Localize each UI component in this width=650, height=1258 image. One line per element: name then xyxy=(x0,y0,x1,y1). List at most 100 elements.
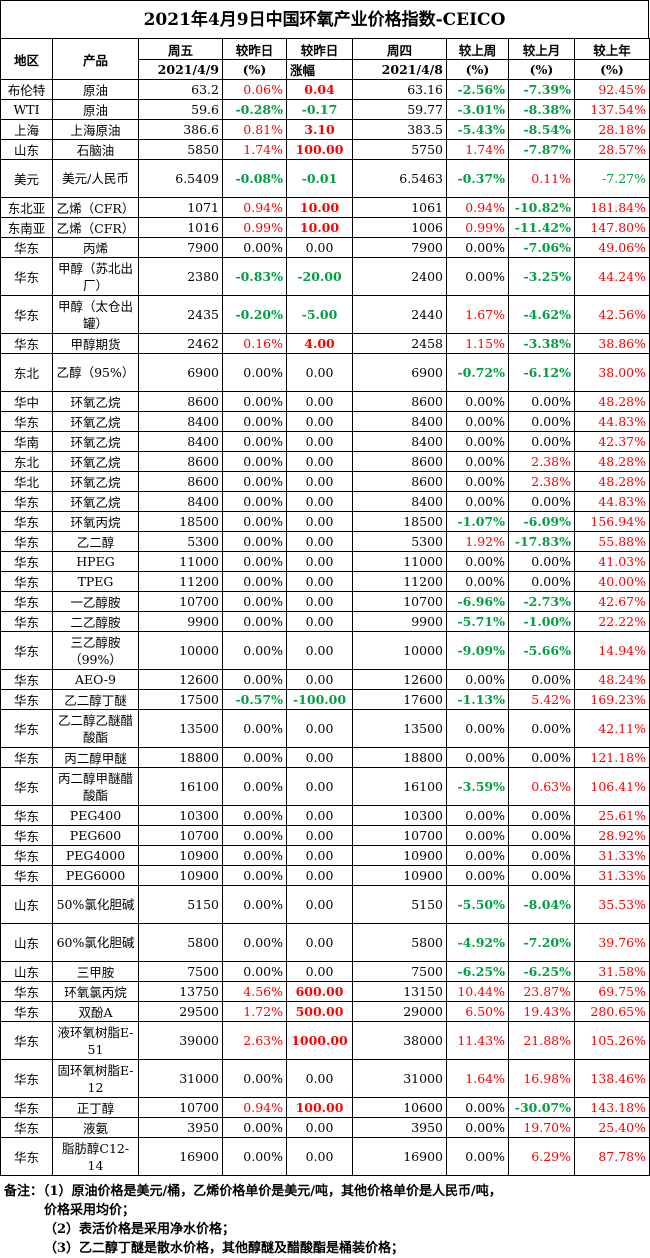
row-thu-price: 2440 xyxy=(352,295,447,334)
header-dod-abs-sub: 涨幅 xyxy=(286,59,353,80)
row-mom-pct: 0.00% xyxy=(508,551,575,572)
row-product: 石脑油 xyxy=(52,139,139,160)
row-yoy-pct: 42.67% xyxy=(574,591,650,612)
row-dod-abs: 0.00 xyxy=(286,961,353,982)
table-row: 华东 正丁醇 10700 0.94% 100.00 10600 0.00% -30.07% 14… xyxy=(0,1097,650,1118)
row-yoy-pct: 181.84% xyxy=(574,197,650,218)
row-yoy-pct: 105.26% xyxy=(574,1021,650,1060)
row-dod-abs: 0.00 xyxy=(286,865,353,886)
row-dod-abs: 100.00 xyxy=(286,1097,353,1118)
table-row: 华东 HPEG 11000 0.00% 0.00 11000 0.00% 0.00% 41.03… xyxy=(0,551,650,572)
row-mom-pct: -2.73% xyxy=(508,591,575,612)
table-row: 华东 乙二醇 5300 0.00% 0.00 5300 1.92% -17.83% 55.88% xyxy=(0,531,650,552)
row-fri-price: 10000 xyxy=(138,631,223,670)
row-product: HPEG xyxy=(52,551,139,572)
row-dod-abs: 0.04 xyxy=(286,79,353,100)
row-mom-pct: 0.00% xyxy=(508,805,575,826)
row-dod-abs: 0.00 xyxy=(286,845,353,866)
row-yoy-pct: 38.86% xyxy=(574,333,650,354)
row-product: 一乙醇胺 xyxy=(52,591,139,612)
row-yoy-pct: 44.24% xyxy=(574,257,650,296)
row-wow-pct: 0.00% xyxy=(446,451,509,472)
row-fri-price: 8400 xyxy=(138,491,223,512)
row-dod-pct: 0.00% xyxy=(222,767,287,806)
table-row: 山东 石脑油 5850 1.74% 100.00 5750 1.74% -7.87% 28.57… xyxy=(0,139,650,160)
row-region: 华东 xyxy=(0,709,53,748)
row-thu-price: 1061 xyxy=(352,197,447,218)
row-yoy-pct: 137.54% xyxy=(574,99,650,120)
row-product: PEG4000 xyxy=(52,845,139,866)
header-mom-unit: (%) xyxy=(508,59,575,80)
row-region: 华东 xyxy=(0,1137,53,1176)
row-yoy-pct: 69.75% xyxy=(574,981,650,1002)
table-row: 华东 乙二醇丁醚 17500 -0.57% -100.00 17600 -1.13% 5.42… xyxy=(0,689,650,710)
table-row: 华东 环氧乙烷 8400 0.00% 0.00 8400 0.00% 0.00% 44.83% xyxy=(0,411,650,432)
row-region: 东北亚 xyxy=(0,197,53,218)
row-region: 华东 xyxy=(0,571,53,592)
row-thu-price: 10600 xyxy=(352,1097,447,1118)
row-product: 环氧丙烷 xyxy=(52,511,139,532)
row-yoy-pct: 28.57% xyxy=(574,139,650,160)
row-product: 上海原油 xyxy=(52,119,139,140)
row-dod-pct: 0.00% xyxy=(222,709,287,748)
row-yoy-pct: 42.11% xyxy=(574,709,650,748)
row-mom-pct: -8.54% xyxy=(508,119,575,140)
row-dod-pct: 0.00% xyxy=(222,631,287,670)
row-region: 华东 xyxy=(0,825,53,846)
row-mom-pct: 2.38% xyxy=(508,471,575,492)
row-fri-price: 3950 xyxy=(138,1117,223,1138)
row-yoy-pct: 40.00% xyxy=(574,571,650,592)
row-dod-pct: 0.06% xyxy=(222,79,287,100)
row-mom-pct: 21.88% xyxy=(508,1021,575,1060)
row-fri-price: 11000 xyxy=(138,551,223,572)
row-region: 华东 xyxy=(0,689,53,710)
row-thu-price: 16100 xyxy=(352,767,447,806)
row-dod-abs: 0.00 xyxy=(286,1137,353,1176)
table-row: 东北 乙醇（95%） 6900 0.00% 0.00 6900 -0.72% -6.12% 38… xyxy=(0,353,650,392)
row-wow-pct: 0.00% xyxy=(446,1137,509,1176)
row-fri-price: 10700 xyxy=(138,591,223,612)
row-thu-price: 63.16 xyxy=(352,79,447,100)
row-region: 华东 xyxy=(0,531,53,552)
row-fri-price: 39000 xyxy=(138,1021,223,1060)
row-dod-pct: 0.00% xyxy=(222,845,287,866)
row-yoy-pct: 143.18% xyxy=(574,1097,650,1118)
row-mom-pct: 0.00% xyxy=(508,747,575,768)
row-dod-pct: 0.00% xyxy=(222,451,287,472)
row-fri-price: 29500 xyxy=(138,1001,223,1022)
row-fri-price: 10900 xyxy=(138,845,223,866)
row-product: 美元/人民币 xyxy=(52,159,139,198)
row-mom-pct: -3.38% xyxy=(508,333,575,354)
row-dod-abs: 3.10 xyxy=(286,119,353,140)
row-mom-pct: 0.00% xyxy=(508,825,575,846)
row-dod-abs: 0.00 xyxy=(286,511,353,532)
row-product: 甲醇（太仓出罐） xyxy=(52,295,139,334)
row-mom-pct: 0.00% xyxy=(508,491,575,512)
row-mom-pct: -5.66% xyxy=(508,631,575,670)
row-product: 液环氧树脂E-51 xyxy=(52,1021,139,1060)
row-thu-price: 17600 xyxy=(352,689,447,710)
row-thu-price: 13150 xyxy=(352,981,447,1002)
row-wow-pct: -4.92% xyxy=(446,923,509,962)
header-mom: 较上月 xyxy=(508,38,575,60)
row-dod-pct: 4.56% xyxy=(222,981,287,1002)
row-dod-abs: 10.00 xyxy=(286,197,353,218)
row-dod-pct: 0.00% xyxy=(222,531,287,552)
row-thu-price: 10900 xyxy=(352,845,447,866)
row-product: 环氧乙烷 xyxy=(52,471,139,492)
note-2: （2）表活价格是采用净水价格； xyxy=(44,1222,236,1237)
row-mom-pct: 0.63% xyxy=(508,767,575,806)
row-wow-pct: 0.94% xyxy=(446,197,509,218)
row-dod-abs: -0.17 xyxy=(286,99,353,120)
row-thu-price: 383.5 xyxy=(352,119,447,140)
row-dod-pct: 1.74% xyxy=(222,139,287,160)
row-region: 山东 xyxy=(0,961,53,982)
row-product: PEG400 xyxy=(52,805,139,826)
row-dod-pct: 2.63% xyxy=(222,1021,287,1060)
row-yoy-pct: 147.80% xyxy=(574,217,650,238)
row-thu-price: 7500 xyxy=(352,961,447,982)
row-thu-price: 16900 xyxy=(352,1137,447,1176)
header-dod-abs: 较昨日 xyxy=(286,38,353,60)
row-wow-pct: -5.50% xyxy=(446,885,509,924)
table-row: WTI 原油 59.6 -0.28% -0.17 59.77 -3.01% -8.38% 137… xyxy=(0,99,650,120)
